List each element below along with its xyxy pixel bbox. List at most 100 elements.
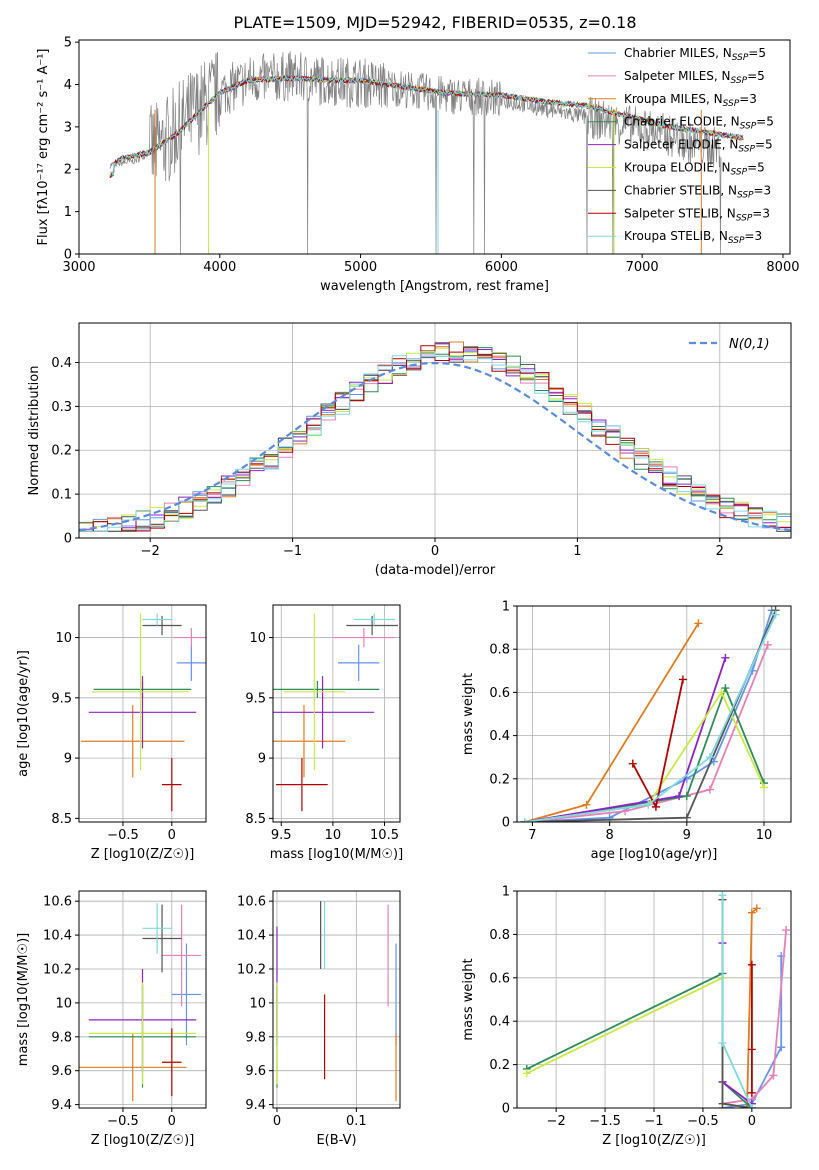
model-spectrum-line-8 bbox=[109, 74, 744, 176]
x-tick-label: 9 bbox=[683, 828, 691, 843]
massweight_vs_Z-plot-area bbox=[522, 891, 791, 1108]
weight-line-1 bbox=[722, 930, 787, 1105]
weight-point bbox=[717, 688, 726, 697]
y-tick-label: 0 bbox=[502, 816, 510, 831]
y-tick-label: 10.6 bbox=[43, 895, 72, 910]
weight-point bbox=[771, 610, 780, 619]
weight-point bbox=[718, 891, 727, 900]
axes-frame bbox=[272, 604, 401, 823]
y-tick-label: 10.4 bbox=[43, 929, 72, 944]
y-tick-label: 9.4 bbox=[245, 1098, 266, 1113]
weight-point bbox=[705, 785, 714, 794]
x-tick-label: 7000 bbox=[626, 260, 659, 275]
weight-line-0 bbox=[524, 610, 773, 822]
y-tick-label: 0.8 bbox=[489, 643, 510, 658]
legend-entry: Chabrier ELODIE, NSSP=5 bbox=[624, 115, 774, 132]
spectrum-legend: Chabrier MILES, NSSP=5 Salpeter MILES, NS… bbox=[588, 46, 774, 246]
panels: 3000 4000 5000 6000 7000 8000012345wavelength… bbox=[16, 36, 800, 1148]
x-tick-label: 0 bbox=[273, 1114, 281, 1129]
axes-frame bbox=[272, 890, 401, 1109]
x-tick-label: 0 bbox=[431, 544, 439, 559]
x-tick-label: −2 bbox=[547, 1114, 566, 1129]
y-tick-label: 10.2 bbox=[43, 962, 72, 977]
y-tick-label: 1 bbox=[502, 600, 510, 615]
x-tick-label: 10 bbox=[756, 828, 773, 843]
weight-point bbox=[682, 813, 691, 822]
legend-entry: N(0,1) bbox=[729, 337, 770, 352]
weight-point bbox=[721, 684, 730, 693]
spectrum-plot-area bbox=[109, 51, 744, 254]
x-tick-label: 5000 bbox=[344, 260, 377, 275]
weight-point bbox=[582, 800, 591, 809]
y-tick-label: 2 bbox=[64, 163, 72, 178]
legend-entry: Chabrier STELIB, NSSP=3 bbox=[624, 183, 771, 200]
axes-frame bbox=[516, 605, 792, 823]
legend-entry: Salpeter ELODIE, NSSP=5 bbox=[624, 138, 773, 155]
weight-line-1 bbox=[524, 644, 769, 822]
weight-point bbox=[763, 640, 772, 649]
mass_vs_Z-panel: −0.5 0 9.4 9.6 9.8 10 10.2 10.4 10.6 Z [log10(Z/Z… bbox=[16, 890, 207, 1148]
legend-entry: Kroupa MILES, NSSP=3 bbox=[624, 92, 757, 109]
x-axis-label: age [log10(age/yr)] bbox=[591, 847, 718, 862]
x-axis-label: Z [log10(Z/Z☉)] bbox=[602, 1133, 706, 1148]
y-tick-label: 4 bbox=[64, 78, 72, 93]
weight-point bbox=[759, 783, 768, 792]
x-tick-label: −1 bbox=[644, 1114, 663, 1129]
weight-point bbox=[694, 619, 703, 628]
weight-point bbox=[675, 792, 684, 801]
x-axis-label: Z [log10(Z/Z☉)] bbox=[91, 847, 195, 862]
y-axis-label: Flux [fλ10⁻¹⁷ erg cm⁻² s⁻¹ A⁻¹] bbox=[36, 49, 51, 246]
y-tick-label: 0.4 bbox=[51, 356, 72, 371]
y-tick-label: 10.2 bbox=[237, 962, 266, 977]
y-tick-label: 10 bbox=[249, 631, 266, 646]
x-tick-label: 0 bbox=[168, 828, 176, 843]
age_vs_Z-plot-area bbox=[80, 613, 206, 812]
weight-point bbox=[747, 1104, 756, 1108]
y-tick-label: 0.4 bbox=[489, 1015, 510, 1030]
weight-point bbox=[682, 792, 691, 801]
weight-point bbox=[718, 1099, 727, 1108]
age_vs_Z-panel: −0.5 0 8.5 9 9.5 10 Z [log10(Z/Z☉)] age [log10(… bbox=[16, 604, 207, 862]
weight-line-8 bbox=[524, 614, 777, 822]
legend-entry: Salpeter STELIB, NSSP=3 bbox=[624, 206, 770, 223]
x-tick-label: 0 bbox=[168, 1114, 176, 1129]
x-tick-label: 2 bbox=[716, 544, 724, 559]
y-tick-label: 0.2 bbox=[489, 772, 510, 787]
massweight_vs_age-plot-area bbox=[520, 606, 780, 822]
y-tick-label: 10 bbox=[55, 996, 72, 1011]
y-tick-label: 9.5 bbox=[245, 691, 266, 706]
weight-point bbox=[520, 818, 529, 822]
y-tick-label: 0 bbox=[502, 1102, 510, 1117]
histogram-step-8 bbox=[79, 351, 791, 532]
x-tick-label: 6000 bbox=[485, 260, 518, 275]
y-tick-label: 0 bbox=[64, 248, 72, 263]
y-tick-label: 0 bbox=[64, 532, 72, 547]
weight-line-3 bbox=[526, 972, 753, 1108]
x-axis-label: Z [log10(Z/Z☉)] bbox=[91, 1133, 195, 1148]
x-tick-label: 1 bbox=[573, 544, 581, 559]
weight-point bbox=[721, 653, 730, 662]
mass_vs_Z-plot-area bbox=[79, 902, 202, 1102]
weight-line-2 bbox=[524, 622, 700, 822]
y-tick-label: 0.8 bbox=[489, 928, 510, 943]
y-axis-label: mass [log10(M/M☉)] bbox=[16, 933, 31, 1066]
y-tick-label: 5 bbox=[64, 36, 72, 51]
y-tick-label: 1 bbox=[64, 205, 72, 220]
y-tick-label: 10.6 bbox=[237, 895, 266, 910]
x-axis-label: (data-model)/error bbox=[375, 563, 496, 578]
weight-point bbox=[628, 759, 637, 768]
x-tick-label: −2 bbox=[141, 544, 160, 559]
y-tick-label: 0.6 bbox=[489, 686, 510, 701]
weight-point bbox=[769, 1071, 778, 1080]
x-tick-label: 3000 bbox=[62, 260, 95, 275]
y-tick-label: 10 bbox=[249, 996, 266, 1011]
weight-line-6 bbox=[524, 609, 777, 822]
y-tick-label: 0.1 bbox=[51, 488, 72, 503]
weight-point bbox=[782, 926, 791, 935]
weight-point bbox=[651, 802, 660, 811]
massweight_vs_Z-panel: −2 −1.5 −1 −0.5 0 0 0.2 0.4 0.6 0.8 1 Z [log10(Z/Z☉… bbox=[461, 885, 792, 1148]
legend-entry: Kroupa STELIB, NSSP=3 bbox=[624, 229, 762, 246]
x-axis-label: mass [log10(M/M☉)] bbox=[270, 847, 403, 862]
x-tick-label: 10.5 bbox=[370, 828, 399, 843]
axes-frame bbox=[78, 39, 791, 255]
